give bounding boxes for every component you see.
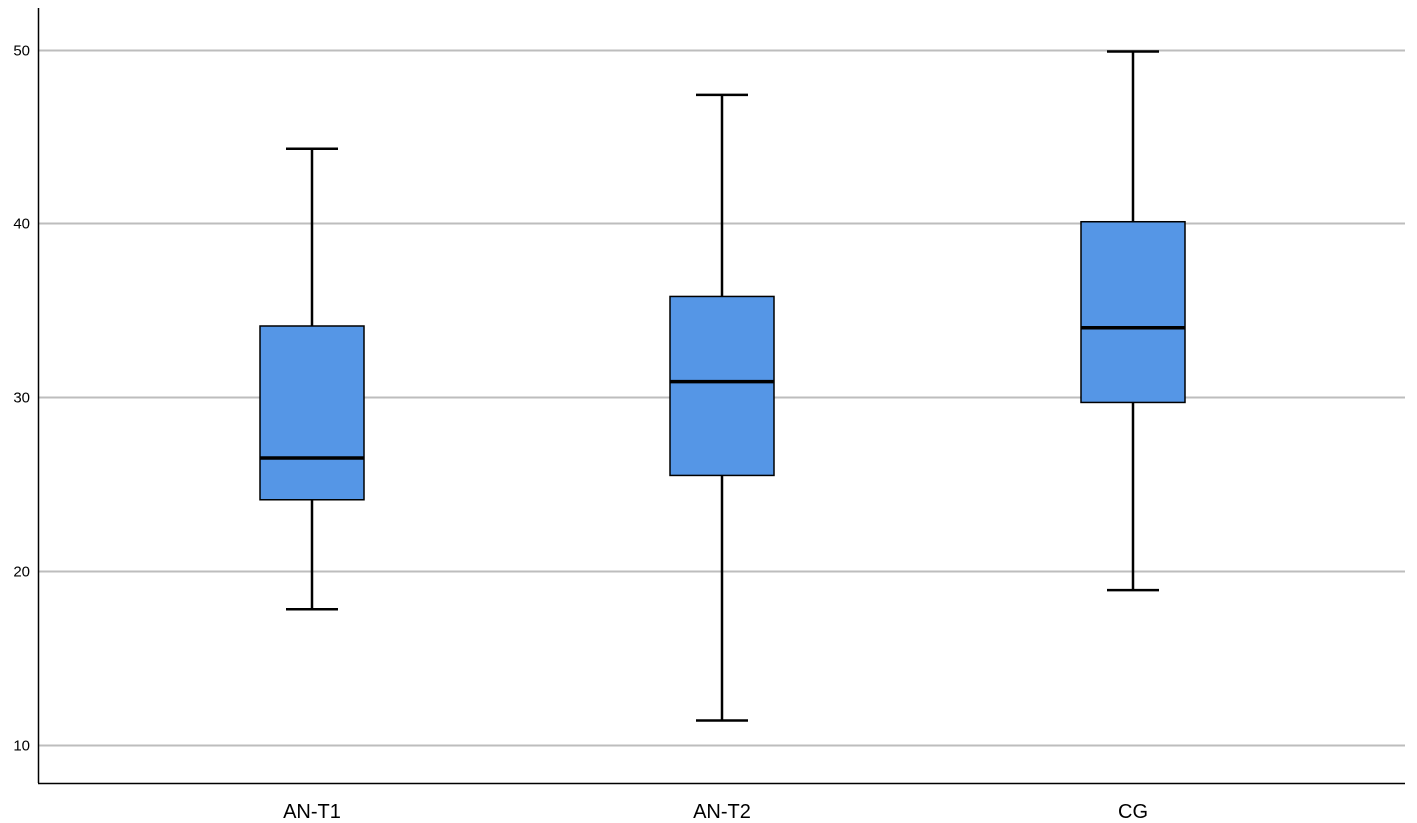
y-tick-label-30: 30: [13, 390, 30, 407]
iqr-box-AN-T1: [259, 325, 365, 501]
x-tick-label-CG: CG: [1118, 801, 1148, 823]
y-tick-label-40: 40: [13, 216, 30, 233]
iqr-box-AN-T2: [669, 295, 775, 477]
y-tick-label-20: 20: [13, 564, 30, 581]
box-group-AN-T1: [259, 147, 365, 611]
x-tick-labels: AN-T1 AN-T2 CG: [283, 801, 1148, 823]
y-tick-label-10: 10: [13, 738, 30, 755]
y-tick-labels: 10 20 30 40 50: [13, 43, 30, 755]
x-tick-label-AN-T1: AN-T1: [283, 801, 341, 823]
box-group-AN-T2: [669, 93, 775, 722]
iqr-box-CG: [1080, 220, 1186, 404]
y-tick-label-50: 50: [13, 43, 30, 60]
axes: [37, 8, 1405, 785]
box-group-CG: [1080, 50, 1186, 592]
boxes: [259, 50, 1186, 722]
x-tick-label-AN-T2: AN-T2: [693, 801, 751, 823]
